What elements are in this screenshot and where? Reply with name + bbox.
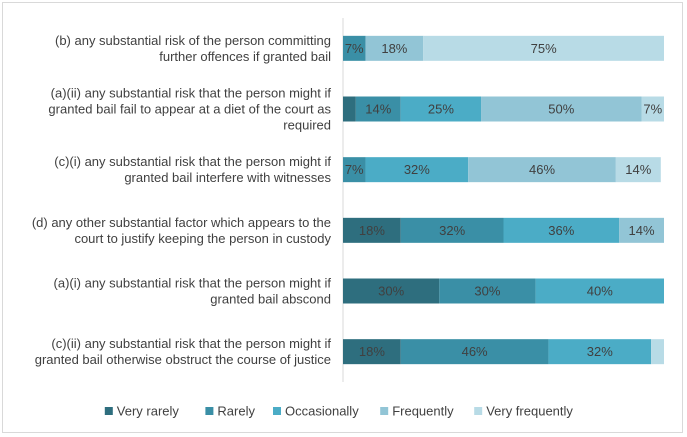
bar-segment <box>548 339 652 365</box>
data-label: 40% <box>587 284 613 299</box>
legend-label: Rarely <box>217 404 255 419</box>
data-label: 7% <box>345 41 364 56</box>
bar-segment <box>355 96 401 122</box>
legend-label: Very frequently <box>486 404 573 419</box>
data-label: 14% <box>625 162 651 177</box>
bar-segment <box>651 339 664 365</box>
data-label: 75% <box>531 41 557 56</box>
category-label: (d) any other substantial factor which a… <box>32 215 332 246</box>
legend-swatch <box>104 407 113 415</box>
bar-segment <box>423 35 664 61</box>
data-label: 46% <box>529 162 555 177</box>
category-label: (a)(ii) any substantial risk that the pe… <box>48 86 331 133</box>
legend-swatch <box>474 407 483 415</box>
data-label: 18% <box>381 41 407 56</box>
bar-segment <box>343 157 366 183</box>
bar-segment <box>400 96 482 122</box>
bar-segment <box>343 217 401 243</box>
bar-segment <box>535 278 664 304</box>
bar-segment <box>641 96 664 122</box>
data-label: 36% <box>548 223 574 238</box>
data-label: 30% <box>378 284 404 299</box>
bar-segment <box>439 278 536 304</box>
category-label: (b) any substantial risk of the person c… <box>55 33 331 64</box>
bar-segment <box>343 278 440 304</box>
bar-segment <box>468 157 616 183</box>
bar-segment <box>343 339 401 365</box>
legend-label: Occasionally <box>285 404 359 419</box>
bar-segment <box>503 217 620 243</box>
bar-segment <box>615 157 661 183</box>
bar-segment <box>343 35 366 61</box>
legend-swatch <box>205 407 214 415</box>
bar-segment <box>365 35 424 61</box>
bar-segment <box>343 96 356 122</box>
data-label: 32% <box>587 344 613 359</box>
category-label: (c)(ii) any substantial risk that the pe… <box>35 336 332 367</box>
bar-segment <box>481 96 642 122</box>
bar-segment <box>400 339 549 365</box>
legend-label: Frequently <box>392 404 454 419</box>
data-label: 50% <box>548 102 574 117</box>
data-label: 25% <box>428 102 454 117</box>
legend-swatch <box>380 407 389 415</box>
data-label: 14% <box>365 102 391 117</box>
data-label: 32% <box>404 162 430 177</box>
data-label: 30% <box>474 284 500 299</box>
category-label: (a)(i) any substantial risk that the per… <box>54 276 332 307</box>
data-label: 32% <box>439 223 465 238</box>
category-label: (c)(i) any substantial risk that the per… <box>54 154 331 185</box>
data-label: 14% <box>629 223 655 238</box>
bar-segment <box>619 217 664 243</box>
data-label: 46% <box>462 344 488 359</box>
legend-label: Very rarely <box>117 404 180 419</box>
data-label: 18% <box>359 344 385 359</box>
data-label: 7% <box>345 162 364 177</box>
bar-segment <box>400 217 504 243</box>
bar-segment <box>365 157 469 183</box>
legend-swatch <box>273 407 281 415</box>
data-label: 7% <box>643 102 662 117</box>
data-label: 18% <box>359 223 385 238</box>
